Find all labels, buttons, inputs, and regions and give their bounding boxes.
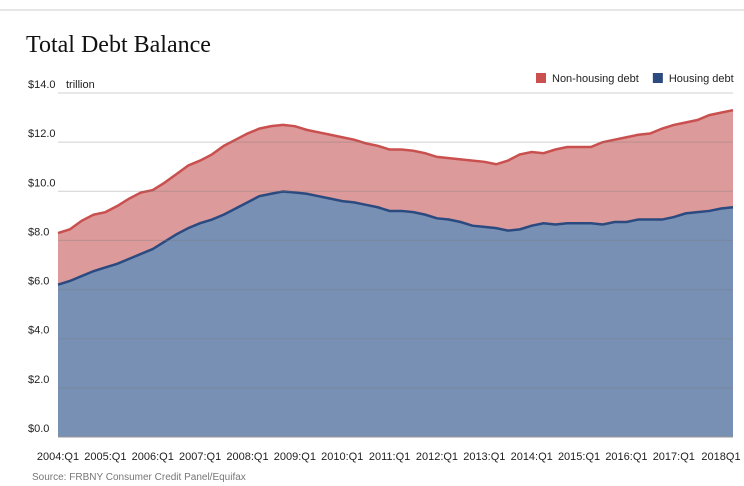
x-tick-label: 2010:Q1 xyxy=(321,451,363,463)
x-tick-label: 2011:Q1 xyxy=(369,451,410,463)
x-tick-label: 2004:Q1 xyxy=(37,451,79,463)
x-tick-label: 2007:Q1 xyxy=(179,451,221,463)
area-line xyxy=(57,190,734,286)
x-tick-label: 2005:Q1 xyxy=(84,451,126,463)
y-tick-label: $10.0 xyxy=(28,177,56,189)
legend-label: Housing debt xyxy=(669,73,734,85)
y-tick-label: $6.0 xyxy=(28,276,49,288)
area xyxy=(58,191,733,437)
legend-swatch xyxy=(536,73,546,83)
x-tick-label: 2008:Q1 xyxy=(226,451,268,463)
x-tick-label: 2017:Q1 xyxy=(653,451,695,463)
x-tick-label: 2012:Q1 xyxy=(416,451,458,463)
source: Source: FRBNY Consumer Credit Panel/Equi… xyxy=(32,472,246,483)
x-tick-label: 2018Q1 xyxy=(701,451,740,463)
x-tick-label: 2016:Q1 xyxy=(605,451,647,463)
x-tick-label: 2015:Q1 xyxy=(558,451,600,463)
x-tick-label: 2006:Q1 xyxy=(132,451,174,463)
y-tick-label: $8.0 xyxy=(28,226,49,238)
legend-swatch xyxy=(652,73,663,83)
y-tick-label: $14.0 xyxy=(28,79,56,91)
chart-title: Total Debt Balance xyxy=(26,32,211,58)
y-tick-label: $2.0 xyxy=(28,374,49,386)
y-unit: trillion xyxy=(66,79,95,91)
x-tick-label: 2009:Q1 xyxy=(274,451,316,463)
area-line xyxy=(57,108,734,235)
y-tick-label: $0.0 xyxy=(28,423,49,435)
y-tick-label: $12.0 xyxy=(28,128,56,140)
x-tick-label: 2014:Q1 xyxy=(511,451,553,463)
area xyxy=(58,110,733,285)
y-tick-label: $4.0 xyxy=(28,325,49,337)
legend-label: Non-housing debt xyxy=(552,73,639,85)
x-tick-label: 2013:Q1 xyxy=(463,451,505,463)
